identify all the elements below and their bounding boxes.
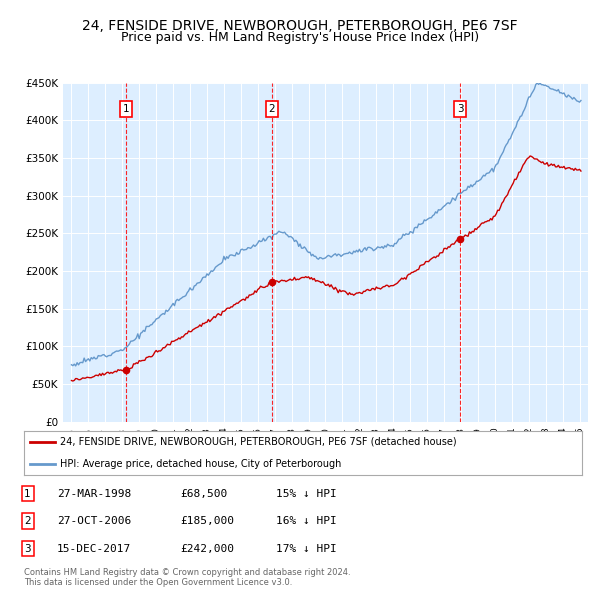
Text: 24, FENSIDE DRIVE, NEWBOROUGH, PETERBOROUGH, PE6 7SF: 24, FENSIDE DRIVE, NEWBOROUGH, PETERBORO… <box>82 19 518 33</box>
Text: 16% ↓ HPI: 16% ↓ HPI <box>276 516 337 526</box>
Text: 2: 2 <box>24 516 31 526</box>
Text: 3: 3 <box>457 104 464 114</box>
Text: 17% ↓ HPI: 17% ↓ HPI <box>276 544 337 553</box>
Text: 24, FENSIDE DRIVE, NEWBOROUGH, PETERBOROUGH, PE6 7SF (detached house): 24, FENSIDE DRIVE, NEWBOROUGH, PETERBORO… <box>60 437 457 447</box>
Text: Price paid vs. HM Land Registry's House Price Index (HPI): Price paid vs. HM Land Registry's House … <box>121 31 479 44</box>
Point <box>267 278 277 287</box>
Text: 27-MAR-1998: 27-MAR-1998 <box>57 489 131 499</box>
Text: £185,000: £185,000 <box>180 516 234 526</box>
Text: 3: 3 <box>24 544 31 553</box>
Text: 1: 1 <box>24 489 31 499</box>
Text: 27-OCT-2006: 27-OCT-2006 <box>57 516 131 526</box>
Point <box>122 365 131 375</box>
Text: 15% ↓ HPI: 15% ↓ HPI <box>276 489 337 499</box>
Text: £68,500: £68,500 <box>180 489 227 499</box>
Point <box>455 235 465 244</box>
Text: HPI: Average price, detached house, City of Peterborough: HPI: Average price, detached house, City… <box>60 459 341 469</box>
Text: 2: 2 <box>268 104 275 114</box>
Text: Contains HM Land Registry data © Crown copyright and database right 2024.
This d: Contains HM Land Registry data © Crown c… <box>24 568 350 587</box>
Text: 15-DEC-2017: 15-DEC-2017 <box>57 544 131 553</box>
Text: 1: 1 <box>123 104 130 114</box>
Text: £242,000: £242,000 <box>180 544 234 553</box>
